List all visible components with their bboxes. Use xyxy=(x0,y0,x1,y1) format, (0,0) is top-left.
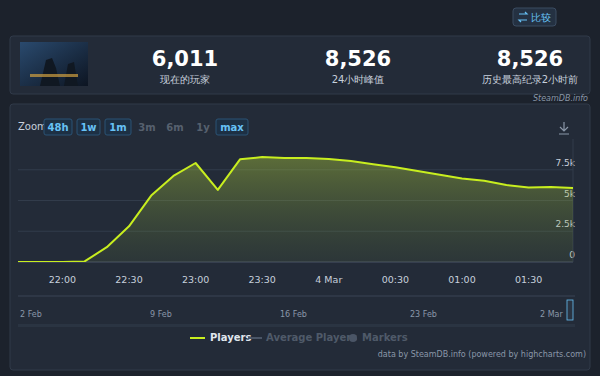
stat-value: 8,526 xyxy=(497,47,563,71)
game-thumbnail xyxy=(20,42,88,86)
compare-box xyxy=(513,8,556,26)
zoom-button-label[interactable]: max xyxy=(220,122,244,133)
x-tick-label: 01:30 xyxy=(515,274,542,285)
navigator-handle[interactable] xyxy=(567,300,573,320)
navigator-label: 2 Mar xyxy=(540,310,563,319)
stat-value: 8,526 xyxy=(325,47,391,71)
thumbnail-logo xyxy=(30,74,78,77)
zoom-button-label[interactable]: 1w xyxy=(80,122,96,133)
navigator xyxy=(18,296,575,322)
background xyxy=(0,0,600,376)
chart-panel xyxy=(10,104,590,370)
credit: data by SteamDB.info (powered by highcha… xyxy=(378,350,586,359)
stat-value: 6,011 xyxy=(152,47,218,71)
zoom-button[interactable]: 48h xyxy=(44,119,72,135)
compare-button[interactable]: 比较 xyxy=(513,8,556,26)
zoom-button-box xyxy=(105,119,131,135)
zoom-label: Zoom xyxy=(18,121,47,132)
stat-label: 24小时峰值 xyxy=(332,74,385,85)
x-tick-label: 00:30 xyxy=(382,274,409,285)
zoom-button: 3m xyxy=(138,122,155,133)
navigator-top xyxy=(18,296,575,297)
zoom-button: 1y xyxy=(196,122,210,133)
x-tick-label: 22:30 xyxy=(115,274,142,285)
legend-swatch xyxy=(190,337,205,339)
zoom-button: 6m xyxy=(166,122,183,133)
thumbnail-figures xyxy=(40,58,78,86)
navigator-label: 23 Feb xyxy=(410,310,437,319)
zoom-button-label[interactable]: 48h xyxy=(47,122,68,133)
zoom-button-box xyxy=(44,119,72,135)
download-icon[interactable] xyxy=(559,122,569,134)
x-tick-label: 23:00 xyxy=(182,274,209,285)
zoom-button-label: 3m xyxy=(138,122,155,133)
compare-icon xyxy=(519,12,527,22)
source: SteamDB.info xyxy=(533,94,588,103)
zoom-button-label[interactable]: 1m xyxy=(109,122,126,133)
zoom-button-box xyxy=(77,119,100,135)
zoom-button-label: 6m xyxy=(166,122,183,133)
legend-label[interactable]: Players xyxy=(210,332,251,343)
series-area xyxy=(18,157,573,262)
legend-swatch xyxy=(248,337,262,339)
navigator-label: 9 Feb xyxy=(150,310,172,319)
navigator-label: 16 Feb xyxy=(280,310,307,319)
legend-label[interactable]: Average Players xyxy=(266,332,357,343)
zoom-button[interactable]: 1w xyxy=(77,119,100,135)
legend-item-inactive[interactable]: Average Players xyxy=(248,332,357,343)
zoom-button-label: 1y xyxy=(196,122,210,133)
navigator-label: 2 Feb xyxy=(20,310,42,319)
x-tick-label: 01:00 xyxy=(448,274,475,285)
header-panel xyxy=(10,36,590,94)
legend-label[interactable]: Markers xyxy=(362,332,408,343)
page: 比较 6,011 现在的玩家 8,526 24小时峰值 8,526 历史最高纪录2小时前 St… xyxy=(0,0,600,376)
compare-label[interactable]: 比较 xyxy=(531,12,551,23)
x-tick-label: 4 Mar xyxy=(315,274,342,285)
stat-label: 现在的玩家 xyxy=(160,74,210,85)
zoom-button[interactable]: max xyxy=(216,119,248,135)
zoom-button[interactable]: 1m xyxy=(105,119,131,135)
x-tick-label: 23:30 xyxy=(249,274,276,285)
legend-item-inactive[interactable]: Markers xyxy=(349,332,408,343)
legend-swatch xyxy=(349,334,357,342)
legend-item[interactable]: Players xyxy=(190,332,251,343)
x-tick-label: 22:00 xyxy=(49,274,76,285)
zoom-button-box xyxy=(216,119,248,135)
scrollbar xyxy=(18,324,575,327)
plot-area xyxy=(18,157,573,262)
stat-label: 历史最高纪录2小时前 xyxy=(482,74,578,85)
series-line xyxy=(18,157,573,262)
